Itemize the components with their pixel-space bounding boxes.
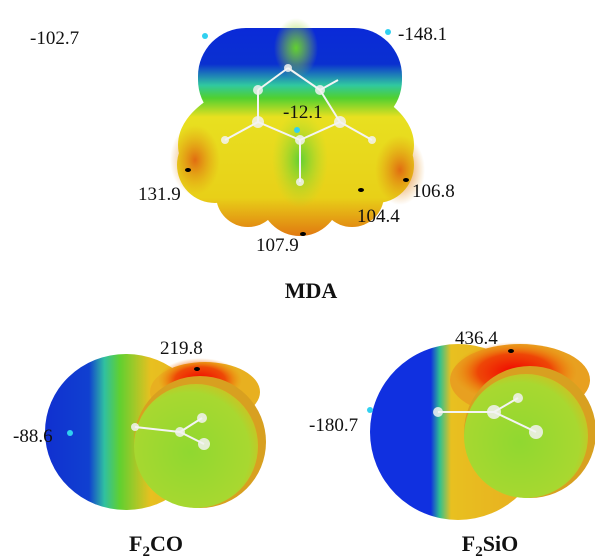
molecule-name: F2SiO [462,531,518,559]
value-label: 104.4 [357,206,400,227]
molecule-name: F2CO [129,531,183,559]
page: {"panels": [ {"name": [{"text": "MDA"}],… [0,0,595,559]
value-label: 107.9 [256,235,299,256]
figure: -102.7 -148.1 -12.1 131.9 106.8 104.4 10… [0,0,595,559]
mda-surface [170,18,425,236]
value-label: 106.8 [412,181,455,202]
value-label: 219.8 [160,338,203,359]
value-label: -148.1 [398,24,447,45]
subscript: 2 [475,544,483,559]
name-part: MDA [285,278,338,303]
molecule-name: MDA [285,278,338,303]
value-label: -12.1 [283,102,323,123]
value-label: 131.9 [138,184,181,205]
subscript: 2 [142,544,150,559]
value-label: 436.4 [455,328,498,349]
name-part: F [129,531,142,556]
name-part: F [462,531,475,556]
value-label: -180.7 [309,415,358,436]
value-label: -88.6 [13,426,53,447]
f2sio-surface [367,342,595,520]
f2co-surface [45,354,266,510]
name-part: CO [150,531,183,556]
name-part: SiO [483,531,518,556]
value-label: -102.7 [30,28,79,49]
